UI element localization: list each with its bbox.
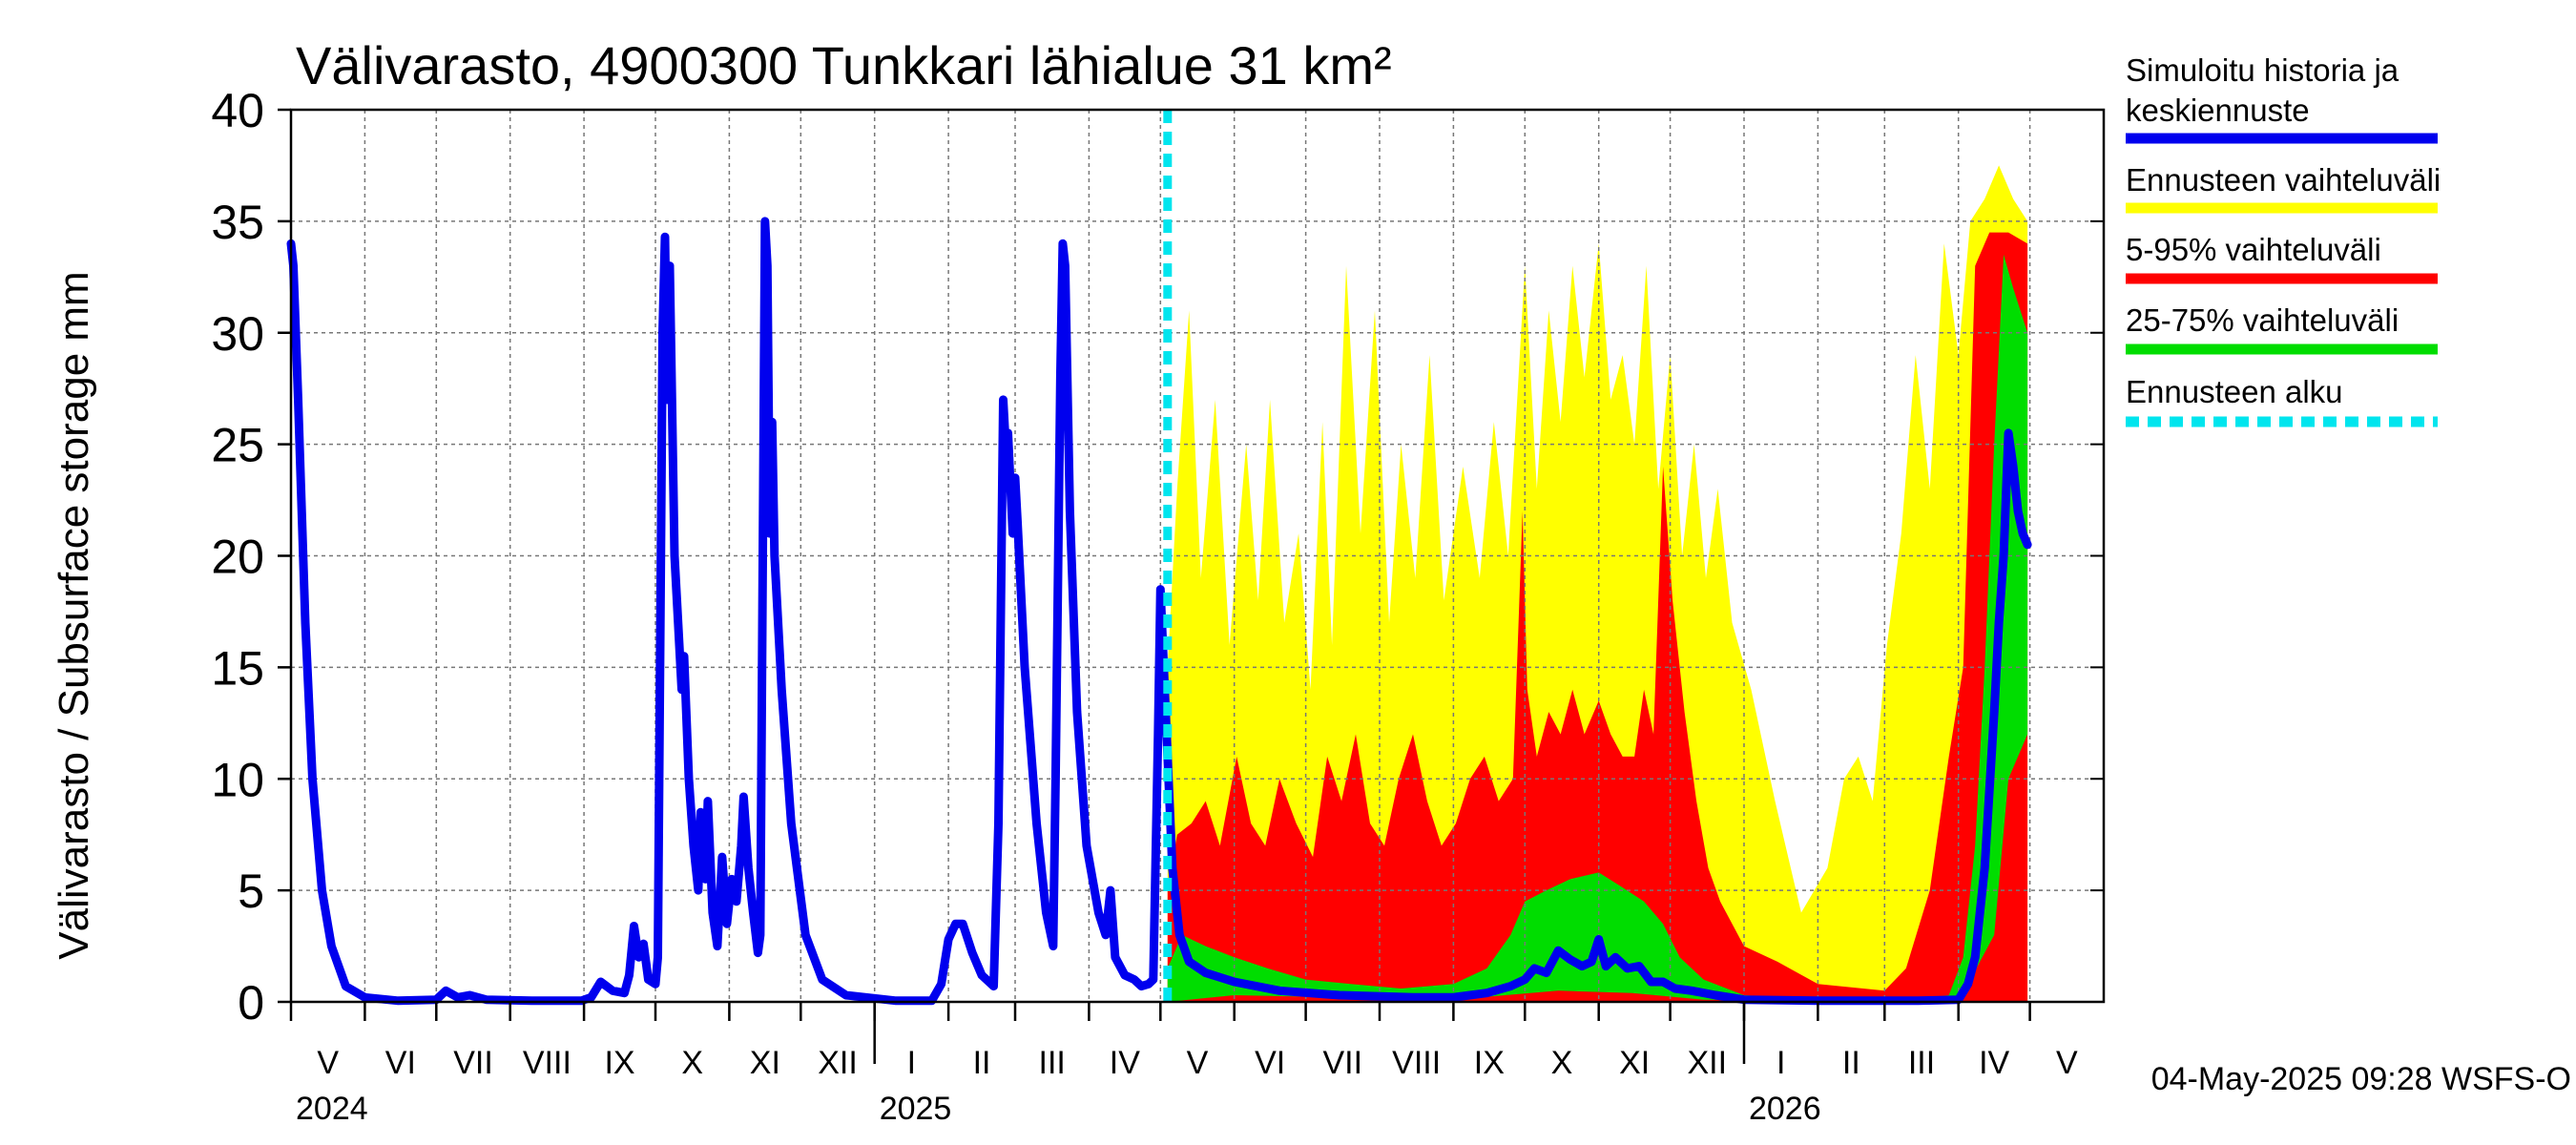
x-month-label: II bbox=[1842, 1045, 1860, 1081]
y-tick-label: 10 bbox=[211, 753, 264, 806]
x-month-label: III bbox=[1908, 1045, 1935, 1081]
band-area-1 bbox=[1167, 165, 2028, 1002]
legend-label-3: 5-95% vaihteluväli bbox=[2126, 232, 2381, 267]
x-month-label: V bbox=[317, 1045, 339, 1081]
x-month-label: V bbox=[2056, 1045, 2078, 1081]
x-month-label: XI bbox=[1619, 1045, 1650, 1081]
band-area-2 bbox=[1167, 232, 2028, 1003]
legend-label-1: Simuloitu historia ja keskiennuste bbox=[2126, 52, 2399, 128]
legend-label-4: 25-75% vaihteluväli bbox=[2126, 302, 2399, 338]
y-tick-label: 5 bbox=[238, 864, 264, 918]
x-month-label: IX bbox=[604, 1045, 634, 1081]
x-month-label: VIII bbox=[1392, 1045, 1441, 1081]
x-month-label: VI bbox=[385, 1045, 416, 1081]
x-month-label: V bbox=[1187, 1045, 1209, 1081]
x-month-label: VIII bbox=[523, 1045, 571, 1081]
legend: Simuloitu historia ja keskiennuste Ennuste… bbox=[2126, 52, 2441, 427]
x-year-label: 2024 bbox=[296, 1091, 368, 1127]
x-month-label: VII bbox=[1323, 1045, 1363, 1081]
footer-timestamp: 04-May-2025 09:28 WSFS-O bbox=[2151, 1061, 2571, 1097]
x-month-label: X bbox=[1551, 1045, 1573, 1081]
grid bbox=[291, 110, 2104, 1002]
y-tick-label: 25 bbox=[211, 419, 264, 472]
x-month-label: XII bbox=[818, 1045, 858, 1081]
chart-title: Välivarasto, 4900300 Tunkkari lähialue 3… bbox=[296, 35, 1392, 95]
y-axis-label: Välivarasto / Subsurface storage mm bbox=[51, 271, 97, 959]
x-month-label: XII bbox=[1688, 1045, 1728, 1081]
series-lines bbox=[286, 110, 2032, 1006]
x-month-label: VI bbox=[1255, 1045, 1285, 1081]
x-month-label: II bbox=[973, 1045, 991, 1081]
x-month-label: VII bbox=[453, 1045, 493, 1081]
x-year-label: 2026 bbox=[1749, 1091, 1821, 1127]
series-line-history-forecast bbox=[286, 217, 2032, 1006]
x-month-label: IX bbox=[1474, 1045, 1505, 1081]
y-tick-label: 40 bbox=[211, 84, 264, 137]
y-tick-label: 0 bbox=[238, 976, 264, 1030]
x-month-label: I bbox=[907, 1045, 916, 1081]
y-tick-label: 20 bbox=[211, 531, 264, 584]
x-month-label: IV bbox=[1979, 1045, 2009, 1081]
x-month-label: XI bbox=[750, 1045, 780, 1081]
x-month-label: III bbox=[1039, 1045, 1066, 1081]
forecast-bands bbox=[1167, 165, 2028, 1003]
x-month-label: X bbox=[681, 1045, 703, 1081]
legend-label-5: Ennusteen alku bbox=[2126, 374, 2343, 409]
x-month-label: I bbox=[1776, 1045, 1785, 1081]
y-tick-label: 15 bbox=[211, 641, 264, 695]
x-month-label: IV bbox=[1110, 1045, 1140, 1081]
y-tick-label: 30 bbox=[211, 307, 264, 361]
x-year-label: 2025 bbox=[880, 1091, 952, 1127]
legend-label-2: Ennusteen vaihteluväli bbox=[2126, 162, 2441, 198]
y-tick-label: 35 bbox=[211, 196, 264, 249]
